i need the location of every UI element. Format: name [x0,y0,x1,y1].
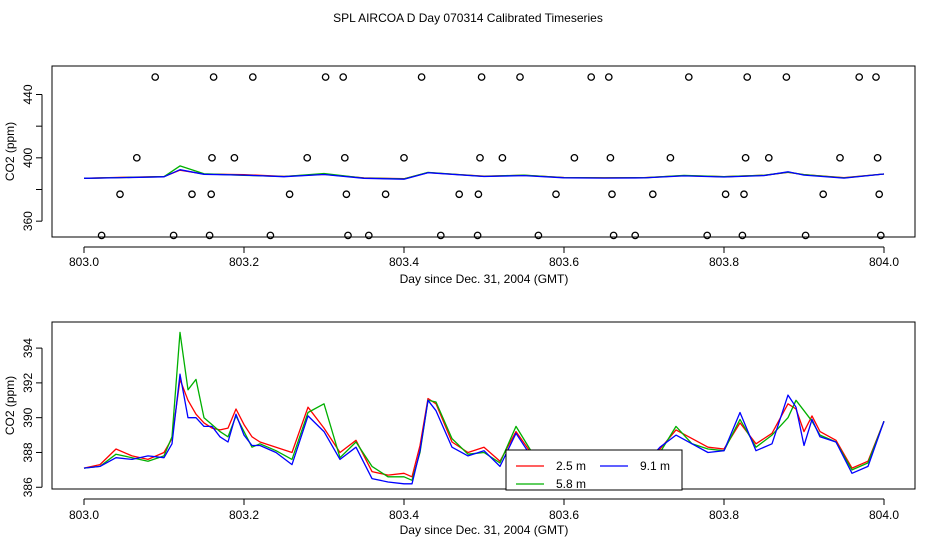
y-axis-label: CO2 (ppm) [3,122,17,181]
data-point [97,231,106,240]
data-point [209,73,218,81]
data-point [552,190,560,199]
y-tick-label: 394 [21,338,35,358]
x-tick-label: 803.4 [389,255,419,269]
bottom-panel: 803.0 803.2 803.4 803.6 803.8 804.0 Day since … [3,321,916,537]
data-point [207,190,216,199]
data-point [743,73,752,81]
data-point [631,231,640,240]
series-line [83,169,885,180]
y-tick-label: 392 [21,373,35,393]
data-point [321,73,330,81]
data-point [436,231,445,240]
data-point [606,153,615,162]
series-line [83,378,885,478]
x-tick-label: 803.8 [709,508,739,522]
data-point [303,153,312,162]
data-point [474,190,483,199]
x-tick-label: 803.6 [549,508,579,522]
data-point [169,231,178,240]
data-point [703,231,712,240]
data-point [205,231,214,240]
data-point [741,153,750,162]
data-point [876,231,885,240]
data-point [782,73,791,81]
data-point [875,190,884,199]
data-point [648,190,657,199]
data-point [534,231,543,240]
x-tick-label: 803.4 [389,508,419,522]
y-tick-label: 400 [21,148,35,168]
data-point [740,190,748,199]
data-point [609,231,618,240]
x-axis-label: Day since Dec. 31, 2004 (GMT) [400,272,569,286]
data-point [417,73,426,81]
data-point [498,153,507,162]
data-point [684,73,693,81]
legend-label: 5.8 m [556,477,586,491]
x-tick-label: 803.2 [229,255,259,269]
data-point [872,73,880,81]
x-tick-label: 803.0 [69,255,99,269]
data-point [188,190,196,199]
plot-frame [51,321,916,490]
legend-box [505,449,683,491]
figure-title: SPL AIRCOA D Day 070314 Calibrated Times… [333,11,603,25]
plot-frame [51,65,916,238]
data-point [819,190,828,199]
data-point [339,73,348,81]
data-point [477,73,486,81]
data-point [208,153,216,162]
y-tick-label: 440 [21,84,35,104]
data-point [570,153,579,162]
x-tick-label: 803.2 [229,508,259,522]
data-point [721,190,730,199]
data-point [455,190,464,199]
data-point [476,153,484,162]
data-point [285,190,294,199]
data-point [801,231,810,240]
legend-label: 9.1 m [640,459,670,473]
data-point [342,190,351,199]
legend: 2.5 m 9.1 m 5.8 m [505,449,683,491]
x-tick-label: 804.0 [869,508,899,522]
series-line [83,331,885,481]
data-point [151,73,160,81]
y-tick-label: 388 [21,442,35,462]
data-point [381,190,390,199]
y-tick-label: 360 [21,211,35,231]
data-point [873,153,882,162]
data-point [516,73,524,81]
top-panel: 803.0 803.2 803.4 803.6 803.8 804.0 Day since … [3,65,916,286]
data-point [764,153,773,162]
x-tick-label: 804.0 [869,255,899,269]
x-tick-label: 803.0 [69,508,99,522]
data-point [400,153,408,162]
data-point [248,73,257,81]
data-point [266,231,275,240]
data-point [855,73,864,81]
data-point [340,153,349,162]
data-point [344,231,352,240]
data-point [836,153,844,162]
data-point [364,231,373,240]
y-tick-label: 390 [21,407,35,427]
data-point [738,231,747,240]
data-point [604,73,613,81]
x-tick-label: 803.8 [709,255,739,269]
data-point [116,190,124,199]
y-tick-label: 386 [21,477,35,497]
data-point [587,73,596,81]
data-point [230,153,239,162]
y-axis-label: CO2 (ppm) [3,376,17,435]
data-point [132,153,141,162]
legend-label: 2.5 m [556,459,586,473]
series-line [83,373,885,485]
data-point [608,190,616,199]
x-axis-label: Day since Dec. 31, 2004 (GMT) [400,523,569,537]
x-tick-label: 803.6 [549,255,579,269]
data-point [473,231,482,240]
data-point [666,153,675,162]
